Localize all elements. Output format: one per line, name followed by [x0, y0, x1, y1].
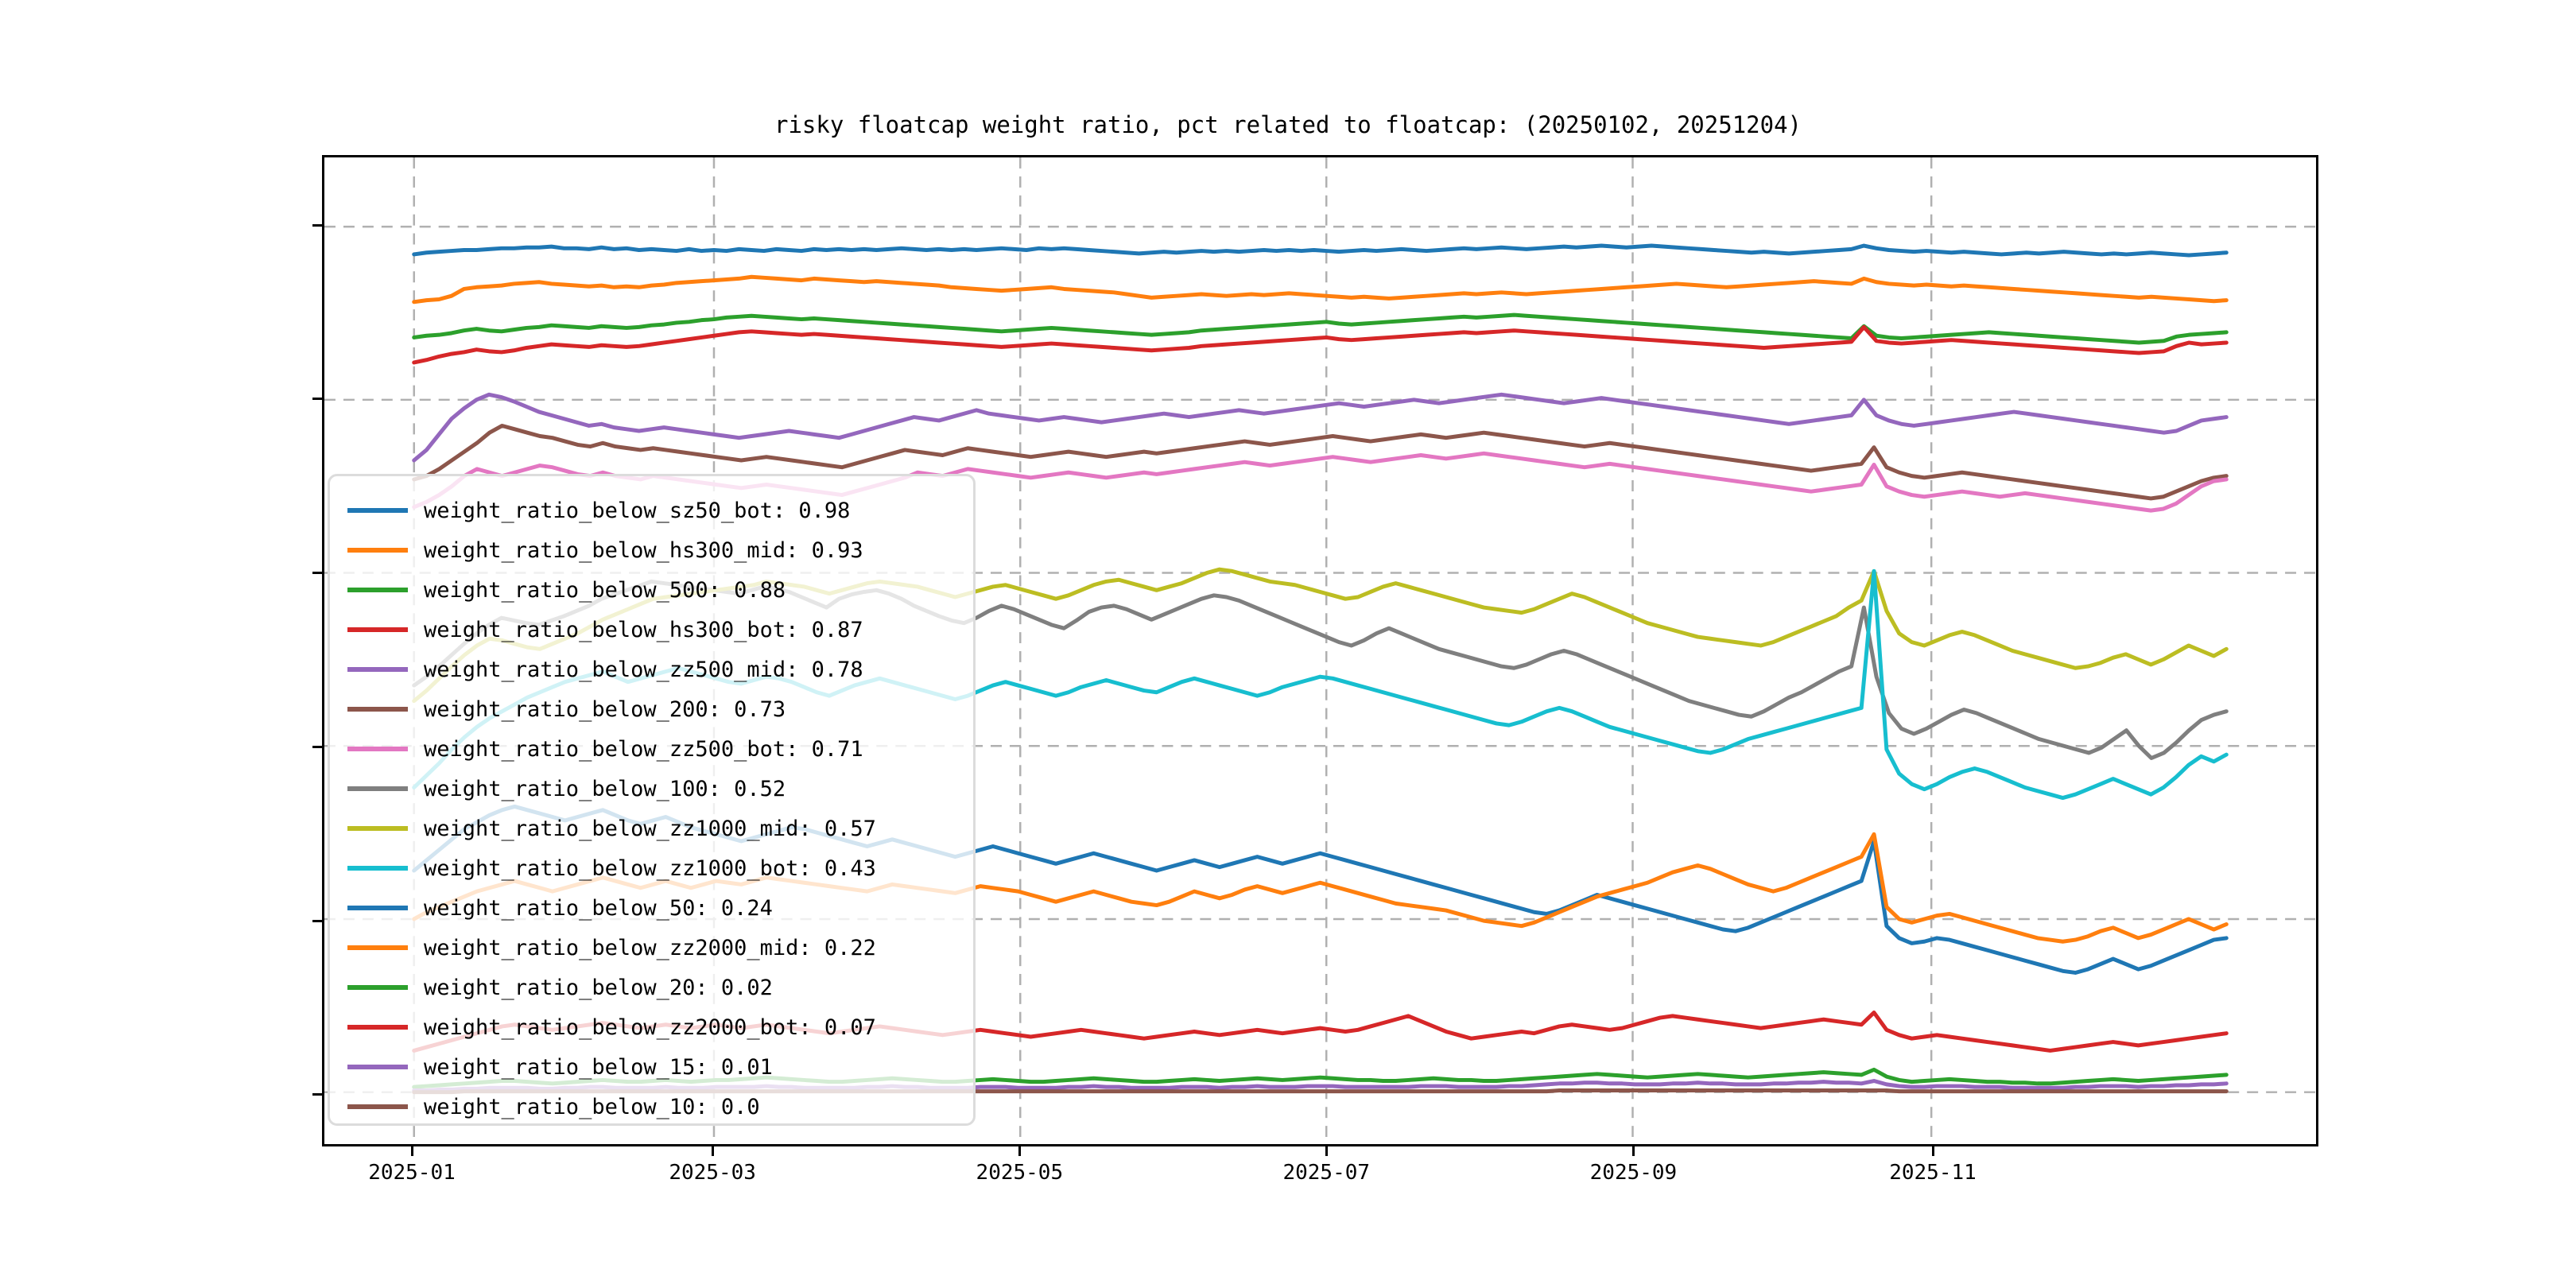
legend-item[interactable]: weight_ratio_below_hs300_mid: 0.93 — [330, 530, 973, 570]
y-axis-tick-mark — [312, 1093, 322, 1096]
series-line — [412, 392, 2229, 463]
legend-item-label: weight_ratio_below_500: 0.88 — [424, 577, 786, 603]
y-axis-tick-mark — [312, 745, 322, 748]
y-axis-tick-mark — [312, 572, 322, 575]
legend: weight_ratio_below_sz50_bot: 0.98 weight_… — [328, 474, 976, 1126]
legend-color-swatch — [347, 1104, 408, 1109]
legend-color-swatch — [347, 707, 408, 712]
series-line — [412, 274, 2229, 305]
x-axis-tick-label: 2025-07 — [1282, 1161, 1371, 1185]
legend-item-label: weight_ratio_below_10: 0.0 — [424, 1094, 760, 1119]
legend-item-label: weight_ratio_below_zz1000_bot: 0.43 — [424, 855, 876, 881]
legend-item[interactable]: weight_ratio_below_500: 0.88 — [330, 570, 973, 610]
legend-item[interactable]: weight_ratio_below_zz1000_mid: 0.57 — [330, 809, 973, 848]
series-line — [412, 324, 2229, 365]
legend-item[interactable]: weight_ratio_below_200: 0.73 — [330, 689, 973, 729]
legend-item-label: weight_ratio_below_zz2000_bot: 0.07 — [424, 1014, 876, 1040]
x-axis-tick-mark — [1932, 1146, 1934, 1156]
legend-color-swatch — [347, 906, 408, 910]
x-axis-tick-label: 2025-01 — [368, 1161, 456, 1185]
x-axis-tick-label: 2025-09 — [1589, 1161, 1678, 1185]
legend-item-label: weight_ratio_below_sz50_bot: 0.98 — [424, 498, 851, 523]
legend-item-label: weight_ratio_below_hs300_bot: 0.87 — [424, 617, 863, 642]
legend-item[interactable]: weight_ratio_below_zz1000_bot: 0.43 — [330, 848, 973, 888]
x-axis-tick-label: 2025-11 — [1889, 1161, 1977, 1185]
legend-item[interactable]: weight_ratio_below_hs300_bot: 0.87 — [330, 610, 973, 650]
legend-item-label: weight_ratio_below_zz1000_mid: 0.57 — [424, 816, 876, 841]
legend-item-label: weight_ratio_below_15: 0.01 — [424, 1054, 773, 1080]
legend-color-swatch — [347, 548, 408, 553]
series-line — [412, 312, 2229, 345]
legend-color-swatch — [347, 508, 408, 513]
legend-color-swatch — [347, 588, 408, 592]
legend-item[interactable]: weight_ratio_below_zz2000_bot: 0.07 — [330, 1007, 973, 1047]
legend-item[interactable]: weight_ratio_below_zz2000_mid: 0.22 — [330, 928, 973, 968]
x-axis-tick-label: 2025-03 — [669, 1161, 756, 1185]
legend-color-swatch — [347, 826, 408, 831]
x-axis-tick-label: 2025-05 — [976, 1161, 1064, 1185]
legend-item[interactable]: weight_ratio_below_10: 0.0 — [330, 1087, 973, 1127]
legend-color-swatch — [347, 627, 408, 632]
legend-item-label: weight_ratio_below_zz2000_mid: 0.22 — [424, 935, 876, 960]
x-axis-tick-mark — [410, 1146, 413, 1156]
legend-color-swatch — [347, 1065, 408, 1069]
legend-item-label: weight_ratio_below_20: 0.02 — [424, 975, 773, 1000]
legend-color-swatch — [347, 786, 408, 791]
legend-item-label: weight_ratio_below_zz500_mid: 0.78 — [424, 657, 863, 682]
legend-color-swatch — [347, 866, 408, 871]
series-line — [412, 243, 2229, 258]
legend-item-label: weight_ratio_below_200: 0.73 — [424, 696, 786, 722]
legend-color-swatch — [347, 945, 408, 950]
legend-color-swatch — [347, 667, 408, 672]
legend-color-swatch — [347, 747, 408, 751]
x-axis-tick-mark — [1325, 1146, 1329, 1156]
legend-item[interactable]: weight_ratio_below_zz500_mid: 0.78 — [330, 650, 973, 689]
legend-item[interactable]: weight_ratio_below_15: 0.01 — [330, 1047, 973, 1087]
y-axis-tick-mark — [312, 398, 322, 401]
y-axis-tick-mark — [312, 919, 322, 922]
series-line — [412, 423, 2229, 501]
legend-item-label: weight_ratio_below_zz500_bot: 0.71 — [424, 736, 863, 762]
x-axis-tick-mark — [1018, 1146, 1022, 1156]
x-axis-tick-mark — [712, 1146, 715, 1156]
legend-color-swatch — [347, 985, 408, 990]
legend-item-label: weight_ratio_below_100: 0.52 — [424, 776, 786, 801]
legend-item-label: weight_ratio_below_50: 0.24 — [424, 895, 773, 921]
legend-color-swatch — [347, 1025, 408, 1030]
legend-item[interactable]: weight_ratio_below_50: 0.24 — [330, 888, 973, 928]
legend-item[interactable]: weight_ratio_below_20: 0.02 — [330, 968, 973, 1007]
legend-item[interactable]: weight_ratio_below_zz500_bot: 0.71 — [330, 729, 973, 769]
y-axis-tick-mark — [312, 223, 322, 227]
legend-item[interactable]: weight_ratio_below_100: 0.52 — [330, 769, 973, 809]
page-title: risky floatcap weight ratio, pct related… — [774, 111, 1802, 138]
legend-item[interactable]: weight_ratio_below_sz50_bot: 0.98 — [330, 491, 973, 530]
legend-item-label: weight_ratio_below_hs300_mid: 0.93 — [424, 537, 863, 563]
x-axis-tick-mark — [1632, 1146, 1635, 1156]
